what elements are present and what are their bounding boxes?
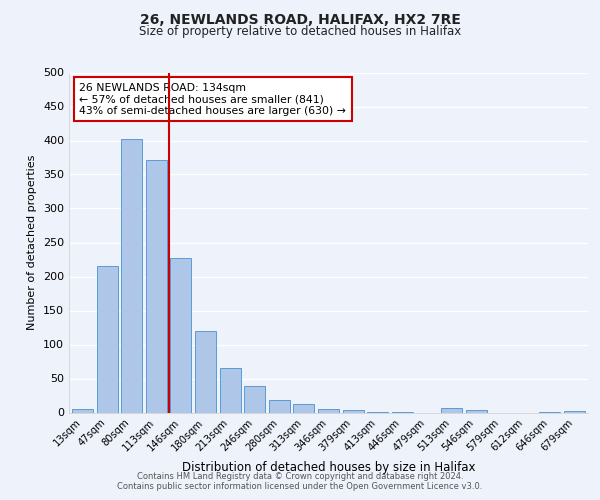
- X-axis label: Distribution of detached houses by size in Halifax: Distribution of detached houses by size …: [182, 462, 475, 474]
- Bar: [220, 368, 241, 412]
- Text: 26, NEWLANDS ROAD, HALIFAX, HX2 7RE: 26, NEWLANDS ROAD, HALIFAX, HX2 7RE: [140, 12, 460, 26]
- Bar: [318, 409, 339, 412]
- Bar: [343, 410, 364, 412]
- Bar: [244, 386, 265, 412]
- Text: Contains HM Land Registry data © Crown copyright and database right 2024.: Contains HM Land Registry data © Crown c…: [137, 472, 463, 481]
- Bar: [466, 410, 487, 412]
- Bar: [564, 411, 585, 412]
- Bar: [269, 400, 290, 412]
- Bar: [97, 266, 118, 412]
- Bar: [146, 160, 167, 412]
- Text: Contains public sector information licensed under the Open Government Licence v3: Contains public sector information licen…: [118, 482, 482, 491]
- Bar: [170, 258, 191, 412]
- Y-axis label: Number of detached properties: Number of detached properties: [28, 155, 37, 330]
- Bar: [195, 331, 216, 412]
- Bar: [441, 408, 462, 412]
- Bar: [72, 409, 93, 412]
- Text: Size of property relative to detached houses in Halifax: Size of property relative to detached ho…: [139, 25, 461, 38]
- Text: 26 NEWLANDS ROAD: 134sqm
← 57% of detached houses are smaller (841)
43% of semi-: 26 NEWLANDS ROAD: 134sqm ← 57% of detach…: [79, 82, 346, 116]
- Bar: [121, 139, 142, 412]
- Bar: [293, 404, 314, 412]
